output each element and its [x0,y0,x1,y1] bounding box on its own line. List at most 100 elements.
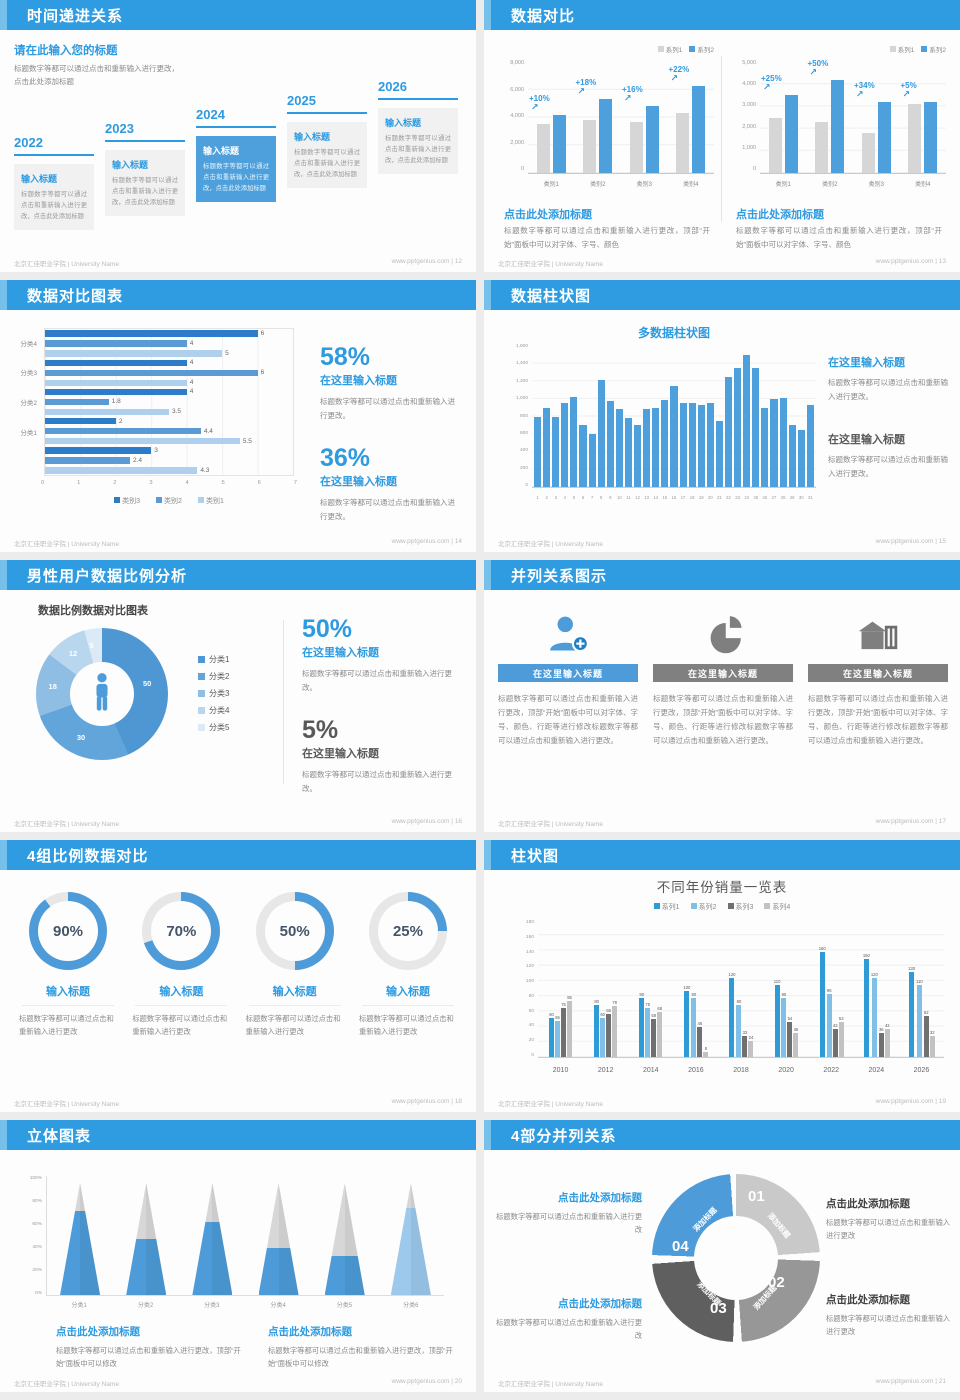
legend-item: 系列4 [764,902,790,912]
y-tick-label: 4,000 [742,81,756,88]
x-tick-label: 29 [789,495,795,500]
footer-separator: | [449,818,455,825]
bar [761,407,769,487]
legend-label: 系列4 [772,904,791,911]
y-tick-label: 1,000 [742,144,756,151]
x-tick-label: 类别1 [543,182,559,188]
card-icon [498,604,638,664]
ring-body: 标题数字等都可以通过点击和重新输入进行更改 [19,1014,114,1037]
bar-value-label: 90 [639,992,645,997]
footer-left: 北京汇佳职业学院 | University Name [498,1101,603,1108]
slide-16-donut-analysis[interactable]: 男性用户数据比例分析 数据比例数据对比图表 50 30 18 12 5 分类1 分类2 分类3 分… [0,560,476,832]
bar [549,1017,555,1057]
card-body: 标题数字等都可以通过点击和重新输入进行更改，点击此处添加标题 [21,191,87,221]
footer-left: 北京汇佳职业学院 | University Name [498,541,603,548]
bar [784,95,798,173]
slide-21-circle-diagram[interactable]: 4部分并列关系 01 添加标题 02 添加标题 03 添加标题 04 添加标题 点击此处添加标题… [484,1120,960,1392]
annotation: +34% ↗ [854,81,875,99]
legend-swatch [198,707,205,714]
cone-fill [126,1239,167,1295]
slide-17-parallel-items[interactable]: 并列关系图示 在这里输入标题 标题数字等都可以通过点击和重新输入进行更改，顶部“开… [484,560,960,832]
bar-value-label: 75 [645,1001,651,1007]
bar [787,1021,793,1057]
slide-20-cone-chart[interactable]: 立体图表 100% 80% 60% 40% 20% 0% 分类1 分类2 分类3 分类4 分类5 分类… [0,1120,476,1392]
segment-number: 04 [672,1238,689,1255]
bar [652,407,660,487]
slide-title: 4组比例数据对比 [27,847,149,865]
annotation: +22% ↗ [669,65,690,83]
timeline-item-2023: 2023 输入标题 标题数字等都可以通过点击和重新输入进行更改，点击此处添加标题 [105,121,185,217]
bar [599,99,613,173]
header-accent-bar [484,1120,491,1150]
slide-footer: 北京汇佳职业学院 | University Name www.pptgenius… [14,1098,462,1108]
bar [552,416,560,487]
bar [45,359,187,367]
slide-header: 男性用户数据比例分析 [0,560,476,590]
bar [639,998,645,1057]
plot-area [532,346,816,488]
bar-wrap: 2 [45,417,293,425]
slide-body: 请在此输入您的标题 标题数字等都可以通过点击和重新输入进行更改，点击此处添加标题 2… [0,30,476,254]
donut-hole [70,662,134,726]
slide-13-data-comparison[interactable]: 数据对比 系列1 系列2 8,000 6,000 4,000 2,000 0 +10% ↗ +18… [484,0,960,272]
legend-swatch [198,656,205,663]
circle-diagram: 01 添加标题 02 添加标题 03 添加标题 04 添加标题 [652,1174,820,1342]
bar-wrap: 4 [45,359,293,367]
stat-percent: 5% [302,716,339,744]
slide-19-grouped-bars[interactable]: 柱状图 不同年份销量一览表 系列1 系列2 系列3 系列4 180 160 140 120 100… [484,840,960,1112]
legend-label: 系列2 [698,904,717,911]
page-number: 14 [454,538,462,545]
timeline-year: 2026 [378,79,458,100]
footer-url: www.pptgenius.com [875,258,934,265]
legend-label: 分类2 [209,672,230,681]
cone [126,1183,167,1295]
bar-wrap: 4.4 [45,427,293,435]
text-column: 在这里输入标题 标题数字等都可以通过点击和重新输入进行更改。 在这里输入标题 标题数字… [828,354,948,481]
arrow-ne-icon: ↗ [670,72,679,83]
bar [871,978,877,1057]
bar-value-label: 32 [929,1030,935,1036]
segment-number: 01 [748,1188,765,1205]
y-tick-label: 140 [525,949,534,955]
bar [779,398,787,487]
legend-label: 分类4 [209,706,230,715]
bar-value-label: 54 [787,1015,793,1021]
slide-body: 100% 80% 60% 40% 20% 0% 分类1 分类2 分类3 分类4 分类5 分类6 点击此处… [0,1150,476,1374]
y-tick-label: 8,000 [510,60,524,66]
slide-title: 并列关系图示 [511,567,608,585]
footer-separator: | [933,1098,939,1105]
slide-12-timeline[interactable]: 时间递进关系 请在此输入您的标题 标题数字等都可以通过点击和重新输入进行更改，点击… [0,0,476,272]
x-tick-label: 22 [726,495,731,500]
footer-url: www.pptgenius.com [391,538,450,545]
footer-separator: | [933,818,939,825]
header-accent-bar [0,1120,7,1150]
page-number: 21 [938,1378,946,1385]
card-body: 标题数字等都可以通过点击和重新输入进行更改，顶部“开始”面板中可以对字体、字号、… [808,694,948,745]
stat-percent: 58% [320,343,371,371]
arrow-ne-icon: ↗ [763,82,771,93]
bar-value-label: 62 [923,1010,929,1016]
slide-18-progress-rings[interactable]: 4组比例数据对比 90% 输入标题 标题数字等都可以通过点击和重新输入进行更改 70%… [0,840,476,1112]
bar-value-label: 4.3 [200,466,210,474]
slide-footer: 北京汇佳职业学院 | University Name www.pptgenius… [498,258,946,268]
chart-legend: 系列1 系列2 [889,44,946,54]
card-title-bar: 在这里输入标题 [653,664,793,682]
y-tick-label: 0 [525,483,528,488]
slide-14-hbar-chart[interactable]: 数据对比图表 6 4 5 4 6 4 4 1.8 3.5 2 4.4 5.5 3 2.4 4.3 分类4 分类3… [0,280,476,552]
slide-15-column-chart[interactable]: 数据柱状图 多数据柱状图 1,600 1,400 1,200 1,000 800 600 40… [484,280,960,552]
bar-value-label: 46 [697,1020,703,1026]
ring-body: 标题数字等都可以通过点击和重新输入进行更改 [245,1014,341,1037]
legend-label: 系列1 [661,904,680,911]
building-icon [858,621,898,650]
bar-wrap: 3.5 [45,408,293,416]
card-body: 标题数字等都可以通过点击和重新输入进行更改，顶部“开始”面板中可以对字体、字号、… [653,694,793,745]
bar [691,998,697,1057]
x-axis: 类别1 类别2 类别3 类别4 [528,179,714,188]
progress-ring: 50% [255,892,334,970]
block-body: 标题数字等都可以通过点击和重新输入进行更改。 [828,454,948,478]
bar-wrap: 4.3 [45,466,293,474]
bar [45,417,116,425]
bar [916,984,922,1057]
arrow-ne-icon: ↗ [902,88,911,99]
x-tick-label: 类别2 [822,182,838,188]
